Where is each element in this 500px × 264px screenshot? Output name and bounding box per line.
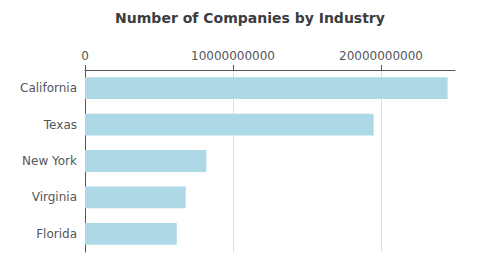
svg-text:California: California <box>20 81 77 95</box>
svg-text:Florida: Florida <box>36 227 77 241</box>
svg-text:0: 0 <box>81 49 89 63</box>
svg-text:Texas: Texas <box>43 118 77 132</box>
svg-text:Virginia: Virginia <box>32 190 77 204</box>
svg-text:New York: New York <box>22 154 77 168</box>
svg-text:Number of Companies by Industr: Number of Companies by Industry <box>115 10 385 26</box>
svg-text:10000000000: 10000000000 <box>191 49 275 63</box>
svg-text:20000000000: 20000000000 <box>339 49 423 63</box>
